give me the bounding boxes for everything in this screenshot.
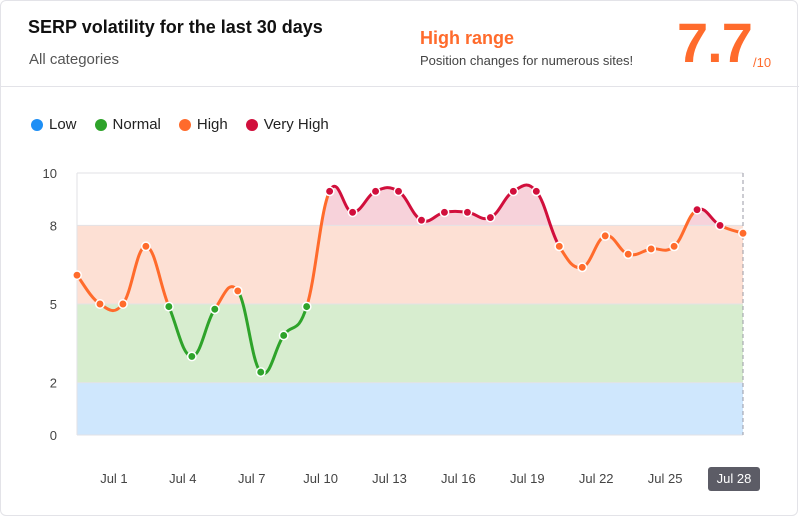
range-description: Position changes for numerous sites! [420,53,634,68]
data-point [255,367,266,378]
card-title: SERP volatility for the last 30 days [28,17,323,37]
y-tick-label: 10 [43,166,57,181]
x-tick-label: Jul 1 [100,471,127,486]
data-point [186,351,197,362]
data-point [577,262,588,273]
data-point [347,207,358,218]
legend-label-very-high: Very High [263,116,329,133]
legend-item-low[interactable]: Low [31,116,77,133]
legend-label-low: Low [49,116,77,133]
data-point [692,204,703,215]
data-point [163,301,174,312]
data-point [646,244,657,254]
y-tick-label: 0 [50,428,57,443]
volatility-score: 7.7 [677,11,753,74]
data-point [485,212,496,223]
data-point [462,207,473,218]
data-point [117,299,128,309]
x-tick-label: Jul 16 [441,471,476,486]
legend-label-high: High [196,116,228,133]
data-point [738,228,748,239]
data-point [278,330,289,341]
legend-dot-normal [94,118,107,131]
data-point [715,220,725,231]
legend-item-normal[interactable]: Normal [94,116,161,133]
range-label: High range [420,28,515,48]
y-tick-label: 8 [50,218,57,233]
data-point [209,304,220,315]
legend-dot-high [178,118,191,131]
data-point [301,301,312,312]
data-point [416,215,427,226]
data-point [393,186,404,197]
chart-legend: Low Normal High Very High [31,116,329,133]
x-tick-label: Jul 4 [169,471,196,486]
category-label: All categories [29,51,120,68]
legend-item-high[interactable]: High [178,116,228,133]
data-point [232,285,243,296]
band-normal [77,304,743,383]
data-point [72,270,82,281]
data-point [669,241,680,252]
data-point [531,186,542,197]
data-point [508,186,519,197]
legend-item-very-high[interactable]: Very High [245,116,329,133]
y-tick-label: 2 [50,376,57,391]
data-point [370,186,381,197]
x-tick-label: Jul 13 [372,471,407,486]
card-header: SERP volatility for the last 30 days All… [1,1,799,87]
x-tick-label: Jul 7 [238,471,265,486]
x-tick-highlight [708,467,760,491]
x-tick-label: Jul 22 [579,471,614,486]
legend-dot-very-high [245,118,258,131]
y-tick-label: 5 [50,297,57,312]
band-high [77,225,743,304]
series-line-segment [305,189,332,309]
x-tick-label: Jul 28 [717,471,752,486]
legend-label-normal: Normal [112,116,161,133]
data-point [554,241,565,252]
x-tick-label: Jul 10 [303,471,338,486]
x-tick-label: Jul 19 [510,471,545,486]
data-point [439,207,450,218]
band-very-high [77,185,743,226]
band-low [77,382,743,435]
data-point [600,230,611,241]
data-point [95,299,105,309]
data-point [623,249,634,260]
x-tick-label: Jul 25 [648,471,683,486]
data-point [324,186,335,197]
data-point [140,241,151,252]
legend-dot-low [31,118,43,131]
volatility-score-max: /10 [753,55,772,70]
